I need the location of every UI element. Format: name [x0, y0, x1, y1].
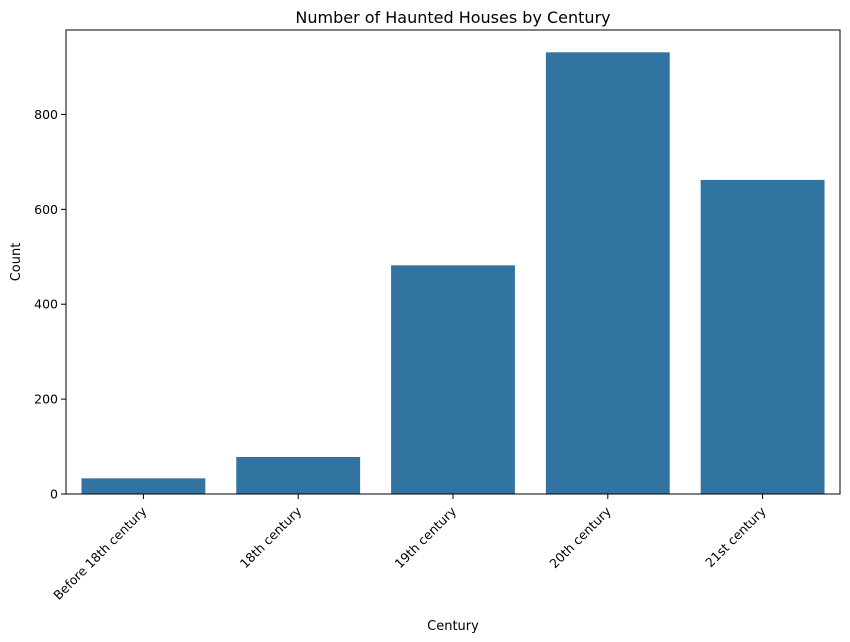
- bar-20th-century: [545, 52, 670, 494]
- y-tick-label: 200: [34, 392, 58, 407]
- bar-18th-century: [236, 456, 361, 494]
- y-tick-label: 400: [34, 297, 58, 312]
- bar-before-18th-century: [81, 478, 206, 494]
- y-tick-label: 0: [50, 487, 58, 502]
- x-axis: Before 18th century 18th century 19th cent…: [50, 494, 769, 603]
- bar-21st-century: [700, 179, 825, 494]
- x-tick-label: 19th century: [392, 503, 460, 571]
- chart-title: Number of Haunted Houses by Century: [295, 8, 610, 27]
- y-axis-label: Count: [9, 243, 24, 282]
- x-tick-label: 18th century: [237, 503, 305, 571]
- bar-19th-century: [391, 265, 515, 494]
- x-tick-label: 20th century: [546, 503, 614, 571]
- y-tick-label: 800: [34, 107, 58, 122]
- y-tick-label: 600: [34, 202, 58, 217]
- x-axis-label: Century: [427, 619, 479, 634]
- x-tick-label: 21st century: [702, 503, 769, 570]
- plot-frame: [65, 29, 841, 495]
- y-axis: 0 200 400 600 800: [34, 107, 66, 502]
- x-tick-label: Before 18th century: [50, 503, 150, 603]
- bars-group: [81, 52, 825, 494]
